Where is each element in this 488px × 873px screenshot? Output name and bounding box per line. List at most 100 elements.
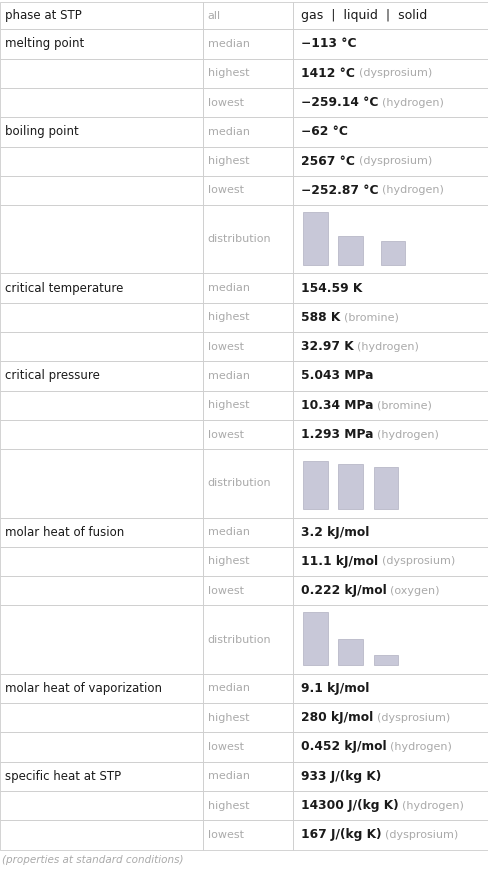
Bar xyxy=(293,303,488,332)
Bar xyxy=(380,241,405,265)
Bar xyxy=(0,88,203,117)
Bar xyxy=(0,703,203,732)
Text: median: median xyxy=(207,283,249,293)
Text: distribution: distribution xyxy=(207,635,271,644)
Bar xyxy=(293,732,488,761)
Text: 588 K: 588 K xyxy=(300,311,339,324)
Bar xyxy=(203,732,293,761)
Bar xyxy=(0,2,203,30)
Bar xyxy=(293,58,488,88)
Bar xyxy=(0,674,203,703)
Text: 0.452 kJ/mol: 0.452 kJ/mol xyxy=(300,740,386,753)
Bar xyxy=(203,576,293,605)
Bar xyxy=(293,420,488,450)
Text: critical pressure: critical pressure xyxy=(5,369,100,382)
Text: 32.97 K: 32.97 K xyxy=(300,340,353,354)
Bar xyxy=(203,420,293,450)
Bar xyxy=(0,273,203,303)
Text: 154.59 K: 154.59 K xyxy=(300,282,361,294)
Text: median: median xyxy=(207,127,249,137)
Bar xyxy=(338,639,362,665)
Text: 11.1 kJ/mol: 11.1 kJ/mol xyxy=(300,555,377,568)
Bar xyxy=(0,420,203,450)
Text: lowest: lowest xyxy=(207,185,244,196)
Bar xyxy=(293,390,488,420)
Bar xyxy=(293,332,488,361)
Text: highest: highest xyxy=(207,313,249,322)
Bar xyxy=(373,655,397,665)
Bar xyxy=(203,2,293,30)
Text: −113 °C: −113 °C xyxy=(300,38,355,51)
Bar xyxy=(0,205,203,273)
Text: 3.2 kJ/mol: 3.2 kJ/mol xyxy=(300,526,368,539)
Text: highest: highest xyxy=(207,556,249,567)
Text: (hydrogen): (hydrogen) xyxy=(381,98,443,107)
Text: molar heat of fusion: molar heat of fusion xyxy=(5,526,124,539)
Bar xyxy=(0,117,203,147)
Bar xyxy=(203,605,293,674)
Text: 1.293 MPa: 1.293 MPa xyxy=(300,428,372,441)
Text: all: all xyxy=(207,10,221,21)
Bar xyxy=(293,361,488,390)
Bar xyxy=(203,205,293,273)
Text: melting point: melting point xyxy=(5,38,84,51)
Text: highest: highest xyxy=(207,712,249,723)
Bar xyxy=(338,464,362,509)
Bar xyxy=(203,821,293,849)
Text: median: median xyxy=(207,684,249,693)
Bar xyxy=(293,273,488,303)
Text: lowest: lowest xyxy=(207,98,244,107)
Text: 933 J/(kg K): 933 J/(kg K) xyxy=(300,770,380,783)
Bar xyxy=(0,332,203,361)
Text: median: median xyxy=(207,527,249,537)
Bar xyxy=(0,791,203,821)
Bar xyxy=(0,546,203,576)
Bar xyxy=(0,518,203,546)
Text: 280 kJ/mol: 280 kJ/mol xyxy=(300,711,372,725)
Bar xyxy=(293,761,488,791)
Text: (hydrogen): (hydrogen) xyxy=(357,341,418,352)
Bar xyxy=(303,462,327,509)
Bar xyxy=(293,2,488,30)
Text: median: median xyxy=(207,371,249,381)
Bar xyxy=(203,791,293,821)
Bar xyxy=(293,175,488,205)
Text: −259.14 °C: −259.14 °C xyxy=(300,96,377,109)
Text: −252.87 °C: −252.87 °C xyxy=(300,184,377,197)
Bar xyxy=(0,175,203,205)
Text: lowest: lowest xyxy=(207,430,244,439)
Text: median: median xyxy=(207,39,249,49)
Text: distribution: distribution xyxy=(207,234,271,244)
Text: critical temperature: critical temperature xyxy=(5,282,123,294)
Bar xyxy=(293,205,488,273)
Text: 167 J/(kg K): 167 J/(kg K) xyxy=(300,828,381,842)
Bar xyxy=(0,605,203,674)
Text: lowest: lowest xyxy=(207,586,244,595)
Bar xyxy=(203,546,293,576)
Bar xyxy=(293,450,488,518)
Bar xyxy=(293,791,488,821)
Text: specific heat at STP: specific heat at STP xyxy=(5,770,121,783)
Bar xyxy=(293,703,488,732)
Bar xyxy=(293,674,488,703)
Bar xyxy=(203,273,293,303)
Text: (dysprosium): (dysprosium) xyxy=(385,830,457,840)
Bar xyxy=(203,674,293,703)
Bar xyxy=(0,732,203,761)
Text: 9.1 kJ/mol: 9.1 kJ/mol xyxy=(300,682,368,695)
Bar xyxy=(338,236,362,265)
Text: boiling point: boiling point xyxy=(5,126,79,138)
Bar xyxy=(0,821,203,849)
Bar xyxy=(203,88,293,117)
Bar xyxy=(203,175,293,205)
Bar xyxy=(293,88,488,117)
Bar xyxy=(0,30,203,58)
Text: molar heat of vaporization: molar heat of vaporization xyxy=(5,682,162,695)
Bar xyxy=(0,58,203,88)
Text: highest: highest xyxy=(207,400,249,410)
Bar xyxy=(303,612,327,665)
Text: 10.34 MPa: 10.34 MPa xyxy=(300,399,372,412)
Text: lowest: lowest xyxy=(207,830,244,840)
Bar xyxy=(203,58,293,88)
Bar xyxy=(203,117,293,147)
